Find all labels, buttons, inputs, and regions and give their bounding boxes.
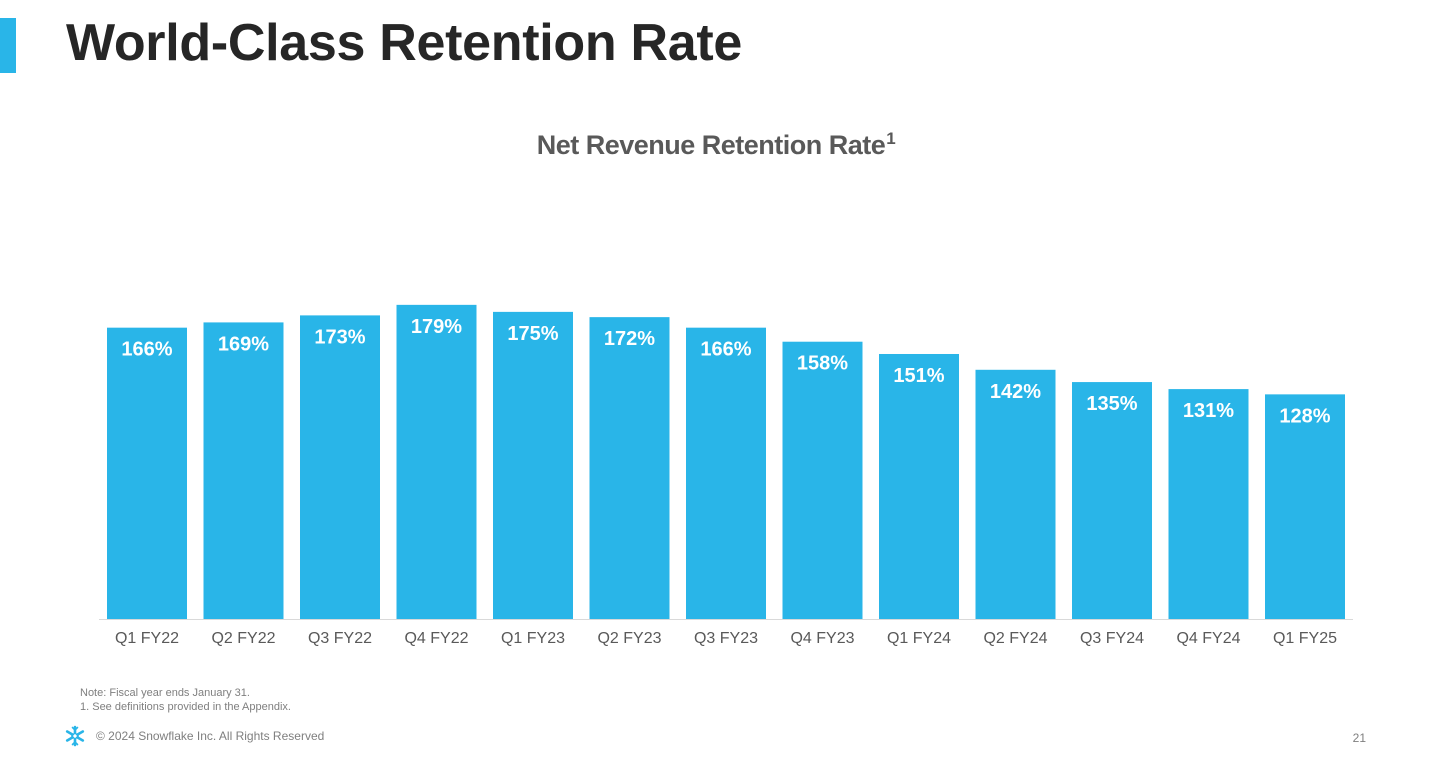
x-tick-label: Q4 FY24 xyxy=(1176,630,1240,647)
title-accent-bar xyxy=(0,18,16,73)
x-tick-label: Q3 FY24 xyxy=(1080,630,1144,647)
data-label: 175% xyxy=(507,323,558,345)
x-tick-label: Q3 FY22 xyxy=(308,630,372,647)
data-label: 142% xyxy=(990,381,1041,403)
snowflake-logo-icon xyxy=(65,725,85,747)
copyright-text: © 2024 Snowflake Inc. All Rights Reserve… xyxy=(96,729,325,743)
definition-footnote: 1. See definitions provided in the Appen… xyxy=(80,701,291,713)
net-revenue-retention-bar-chart: 166% Q1 FY22 169% Q2 FY22 173% Q3 FY22 179% Q4 … xyxy=(99,304,1353,647)
x-tick-label: Q1 FY22 xyxy=(115,630,179,647)
bar-q2-fy23 xyxy=(589,317,670,619)
x-tick-label: Q2 FY22 xyxy=(211,630,275,647)
x-tick-label: Q1 FY23 xyxy=(501,630,565,647)
x-tick-label: Q3 FY23 xyxy=(694,630,758,647)
x-tick-label: Q1 FY25 xyxy=(1273,630,1337,647)
x-tick-label: Q2 FY24 xyxy=(983,630,1047,647)
data-label: 131% xyxy=(1183,400,1234,422)
data-label: 173% xyxy=(314,326,365,348)
data-label: 135% xyxy=(1086,393,1137,415)
chart-title-footnote-marker: 1 xyxy=(886,129,896,148)
data-label: 128% xyxy=(1279,405,1330,427)
chart-title: Net Revenue Retention Rate1 xyxy=(0,130,1432,161)
bar-q4-fy22 xyxy=(396,304,477,619)
bar-q4-fy23 xyxy=(782,341,863,619)
page-number: 21 xyxy=(1352,731,1366,745)
x-tick-label: Q4 FY23 xyxy=(790,630,854,647)
footnotes: Note: Fiscal year ends January 31. 1. Se… xyxy=(80,686,291,714)
page-title: World-Class Retention Rate xyxy=(66,14,742,72)
bar-q1-fy22 xyxy=(107,327,187,619)
data-label: 172% xyxy=(604,328,655,350)
x-tick-label: Q2 FY23 xyxy=(597,630,661,647)
data-label: 169% xyxy=(218,333,269,355)
bar-q2-fy24 xyxy=(975,369,1056,619)
bar-q3-fy23 xyxy=(686,327,766,619)
bar-q4-fy24 xyxy=(1168,389,1249,619)
bar-q2-fy22 xyxy=(203,322,284,619)
data-label: 151% xyxy=(893,365,944,387)
bar-q3-fy24 xyxy=(1072,382,1152,619)
data-label: 166% xyxy=(700,339,751,361)
bar-q1-fy24 xyxy=(879,353,959,619)
fiscal-year-note: Note: Fiscal year ends January 31. xyxy=(80,687,250,699)
x-tick-label: Q4 FY22 xyxy=(404,630,468,647)
chart-title-text: Net Revenue Retention Rate xyxy=(536,130,886,160)
data-label: 158% xyxy=(797,353,848,375)
data-label: 166% xyxy=(121,339,172,361)
bar-q1-fy23 xyxy=(493,311,573,619)
bar-q3-fy22 xyxy=(300,315,380,619)
data-label: 179% xyxy=(411,316,462,338)
footer: © 2024 Snowflake Inc. All Rights Reserve… xyxy=(64,725,325,747)
x-tick-label: Q1 FY24 xyxy=(887,630,951,647)
bar-q1-fy25 xyxy=(1265,394,1345,619)
